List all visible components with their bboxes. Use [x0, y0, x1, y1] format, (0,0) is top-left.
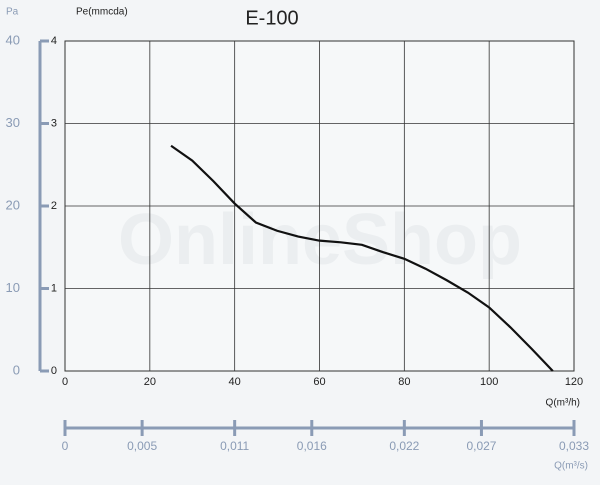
y2-tick-label: 0 — [13, 362, 20, 377]
x2-tick-label: 0,016 — [297, 439, 327, 453]
x2-tick-label: 0,022 — [389, 439, 419, 453]
x-tick-label: 60 — [313, 376, 325, 388]
x2-tick-label: 0 — [62, 439, 69, 453]
y-tick-label: 4 — [51, 35, 57, 47]
y-axis-label: Pe(mmcda) — [76, 7, 128, 18]
x-tick-label: 80 — [398, 376, 410, 388]
x2-tick-label: 0,033 — [559, 439, 589, 453]
x2-tick-label: 0,027 — [466, 439, 496, 453]
x-tick-label: 100 — [480, 376, 498, 388]
x-tick-label: 20 — [144, 376, 156, 388]
y-tick-label: 1 — [51, 282, 57, 294]
y-tick-label: 3 — [51, 117, 57, 129]
x-tick-label: 40 — [229, 376, 241, 388]
x-axis-label: Q(m³/h) — [546, 398, 580, 409]
y-tick-label: 0 — [51, 365, 57, 377]
y2-tick-label: 40 — [6, 32, 20, 47]
y2-tick-label: 20 — [6, 197, 20, 212]
chart-title: E-100 — [245, 7, 298, 29]
x-tick-label: 0 — [62, 376, 68, 388]
y-tick-label: 2 — [51, 200, 57, 212]
x2-axis-label: Q(m³/s) — [554, 461, 588, 472]
data-line — [170, 144, 554, 372]
y2-tick-label: 30 — [6, 115, 20, 130]
x2-tick-label: 0,011 — [220, 439, 249, 453]
y2-axis-label: Pa — [6, 7, 19, 18]
x-tick-label: 120 — [565, 376, 583, 388]
y2-tick-label: 10 — [6, 280, 20, 295]
x2-tick-label: 0,005 — [127, 439, 157, 453]
